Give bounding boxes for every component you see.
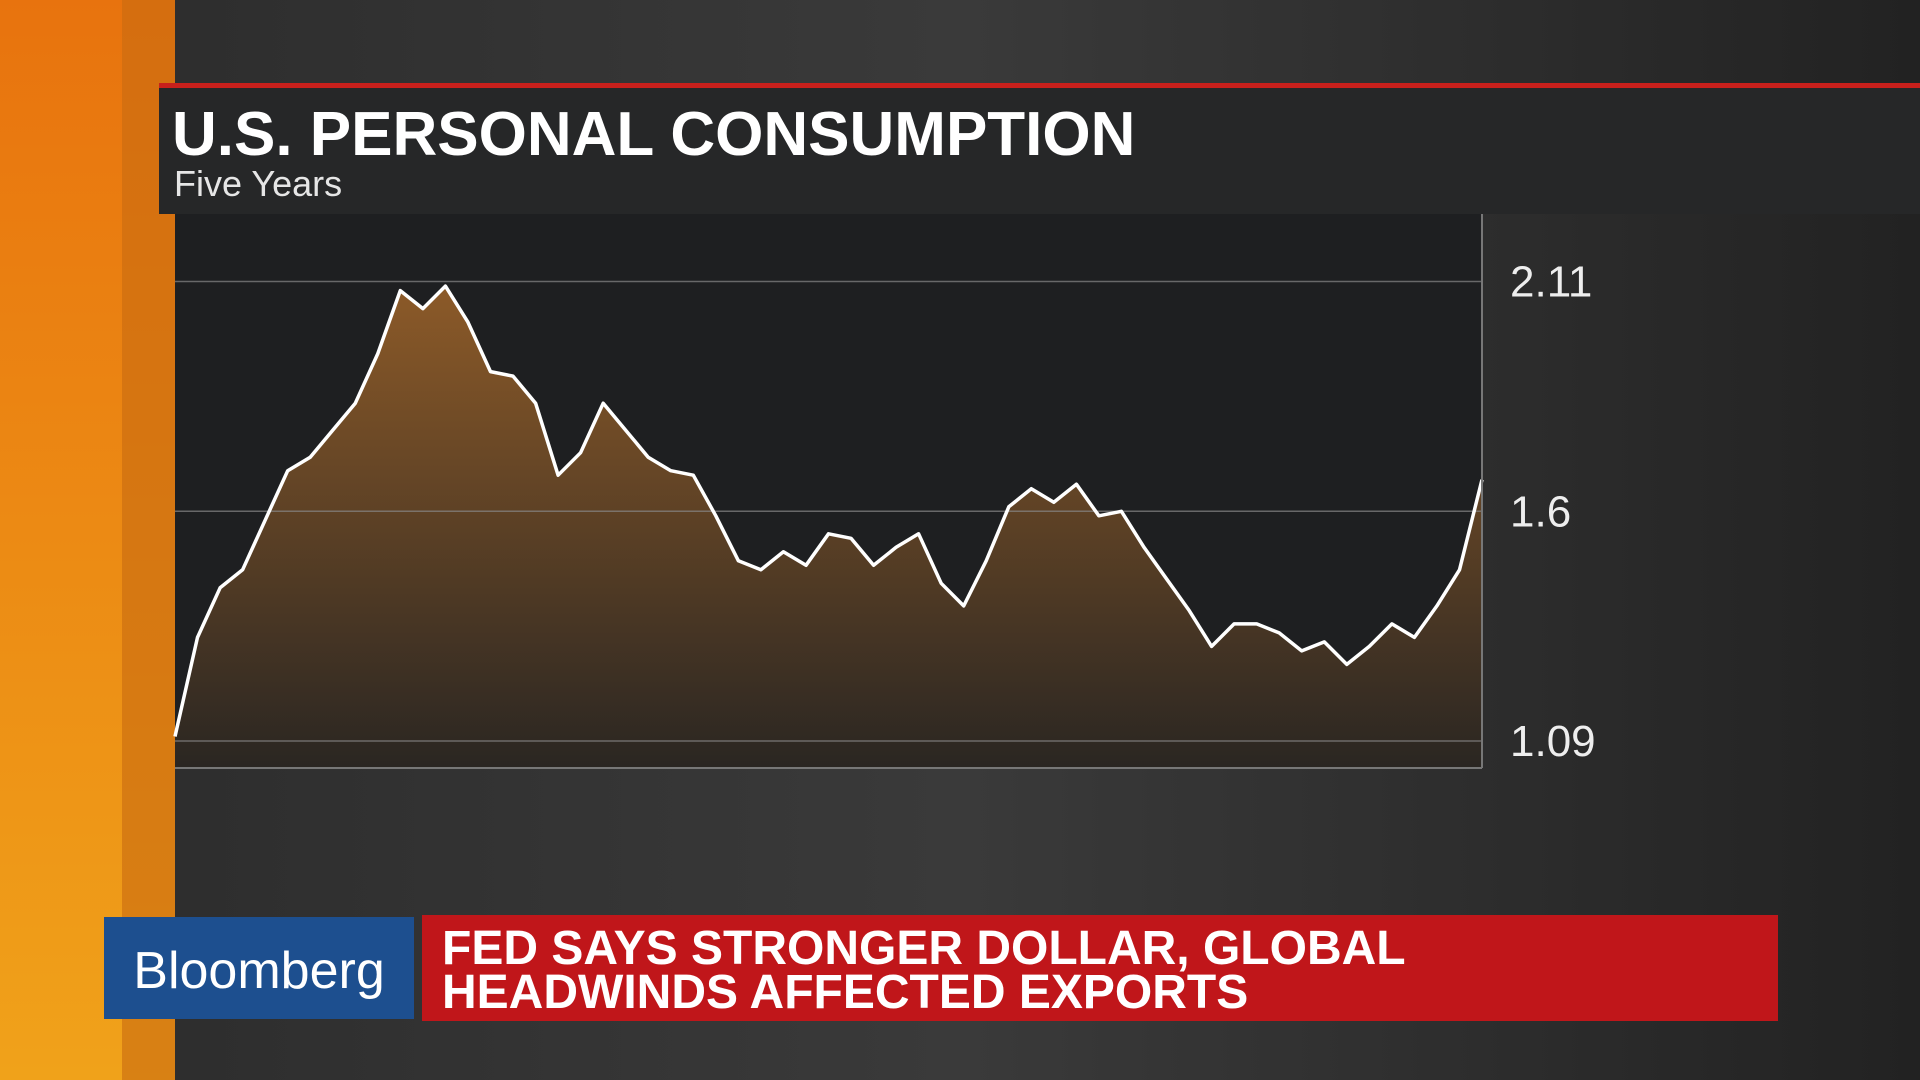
headline-line: FED SAYS STRONGER DOLLAR, GLOBAL <box>442 922 1406 975</box>
y-tick-label: 1.6 <box>1510 487 1571 536</box>
headline-line: HEADWINDS AFFECTED EXPORTS <box>442 966 1248 1019</box>
brand-box <box>104 917 414 1019</box>
brand: Bloomberg <box>133 942 384 1000</box>
y-tick-label: 2.11 <box>1510 258 1592 307</box>
title-rule <box>159 83 1920 88</box>
area-fill <box>175 286 1482 768</box>
line <box>173 284 1484 737</box>
chart-title: U.S. PERSONAL CONSUMPTION <box>172 100 1135 169</box>
headline-box <box>422 915 1778 1021</box>
title-panel <box>159 88 1920 214</box>
chart-subtitle: Five Years <box>174 163 342 204</box>
y-tick-label: 1.09 <box>1510 717 1596 766</box>
